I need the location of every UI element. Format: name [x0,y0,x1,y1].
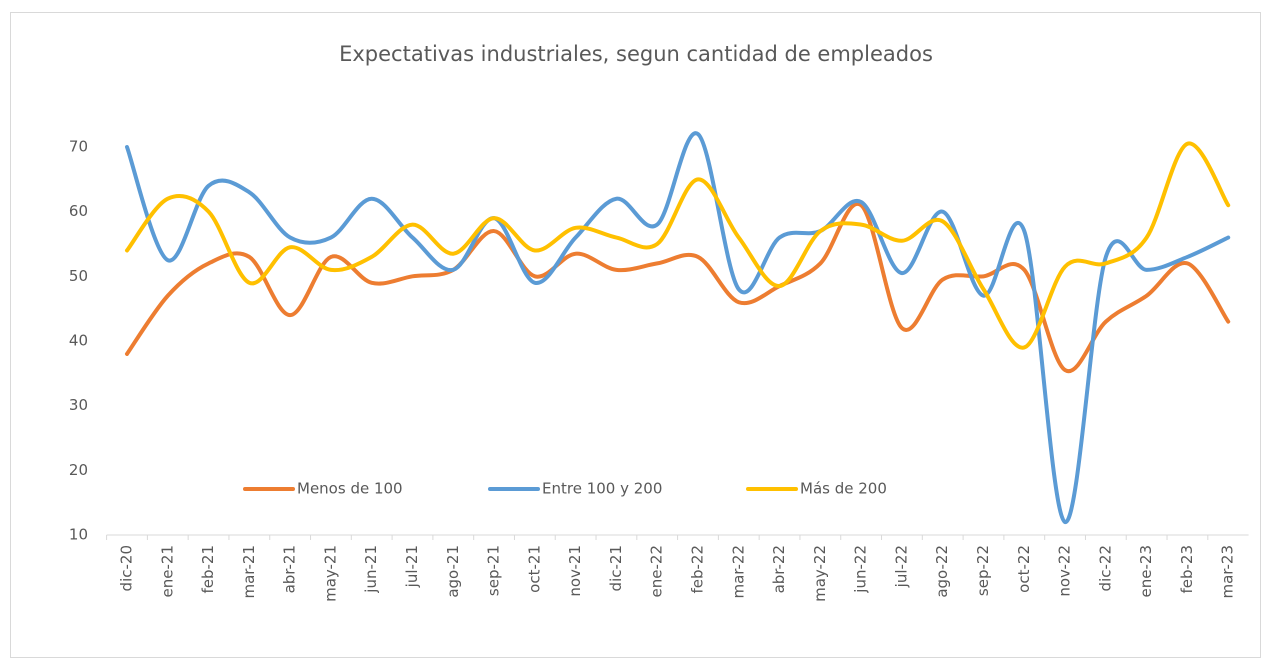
series-line [124,131,1231,525]
x-tick-label: may-22 [811,545,829,602]
x-tick-label: ene-21 [158,545,176,597]
x-tick-label: feb-23 [1178,545,1196,594]
y-tick-label: 10 [69,526,88,544]
y-tick-label: 70 [69,138,88,156]
x-tick-label: oct-22 [1015,545,1033,593]
x-tick-label: jul-21 [403,545,421,588]
x-tick-label: mar-22 [729,545,747,599]
x-tick-label: ago-22 [933,545,951,598]
x-tick-label: jul-22 [892,545,910,588]
x-tick-label: sep-22 [974,545,992,596]
x-tick-label: jun-21 [362,545,380,594]
x-tick-label: feb-22 [688,545,706,594]
x-tick-label: oct-21 [525,545,543,593]
series-line [124,201,1231,374]
x-tick-label: sep-21 [485,545,503,596]
y-tick-label: 30 [69,396,88,414]
x-tick-label: abr-22 [770,545,788,593]
x-tick-label: feb-21 [199,545,217,594]
chart-border [10,12,1261,658]
y-tick-label: 50 [69,267,88,285]
y-tick-label: 20 [69,461,88,479]
y-tick-label: 60 [69,202,88,220]
chart-title: Expectativas industriales, segun cantida… [339,42,933,66]
x-tick-label: nov-21 [566,545,584,597]
x-tick-label: jun-22 [852,545,870,594]
legend-label: Menos de 100 [297,480,403,498]
x-tick-label: ene-22 [648,545,666,597]
x-tick-label: may-21 [321,545,339,602]
series-line [124,141,1231,350]
x-tick-label: nov-22 [1056,545,1074,597]
x-tick-label: mar-23 [1219,545,1237,599]
x-tick-label: ago-21 [444,545,462,598]
x-tick-label: dic-22 [1096,545,1114,591]
x-tick-label: abr-21 [281,545,299,593]
x-tick-label: mar-21 [240,545,258,599]
x-tick-label: dic-20 [117,545,135,591]
legend-label: Entre 100 y 200 [542,480,662,498]
x-tick-label: ene-23 [1137,545,1155,597]
legend-label: Más de 200 [800,480,887,498]
x-tick-label: dic-21 [607,545,625,591]
y-tick-label: 40 [69,332,88,350]
